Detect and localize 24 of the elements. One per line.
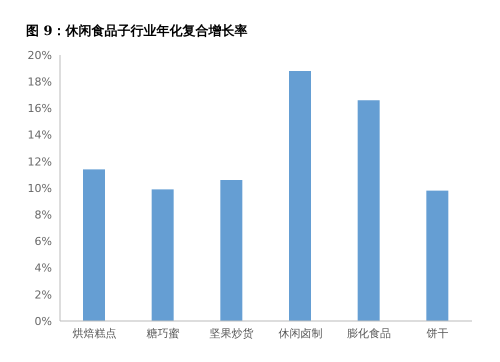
- bar: [426, 190, 448, 321]
- y-tick-label: 0%: [34, 314, 52, 328]
- x-tick-label: 休闲卤制: [278, 326, 322, 340]
- y-tick-label: 6%: [34, 235, 52, 248]
- x-tick-label: 饼干: [426, 326, 449, 340]
- y-tick-label: 14%: [28, 128, 52, 142]
- bar: [83, 169, 105, 321]
- y-tick-label: 2%: [34, 288, 52, 302]
- x-tick-label: 膨化食品: [347, 326, 391, 340]
- y-tick-label: 8%: [34, 208, 52, 222]
- x-tick-label: 烘焙糕点: [72, 326, 116, 340]
- x-tick-label: 坚果炒货: [210, 326, 254, 340]
- chart-title: 图 9：休闲食品子行业年化复合增长率: [8, 8, 492, 47]
- y-tick-label: 12%: [28, 155, 52, 168]
- bar: [152, 189, 174, 321]
- bar: [358, 100, 380, 321]
- y-tick-label: 20%: [28, 48, 52, 62]
- y-tick-label: 4%: [34, 262, 52, 275]
- y-tick-label: 10%: [28, 182, 52, 195]
- bar: [220, 180, 242, 321]
- x-tick-label: 糖巧蜜: [146, 326, 180, 340]
- bar: [289, 70, 311, 321]
- y-tick-label: 16%: [28, 102, 52, 116]
- y-tick-label: 18%: [28, 76, 52, 89]
